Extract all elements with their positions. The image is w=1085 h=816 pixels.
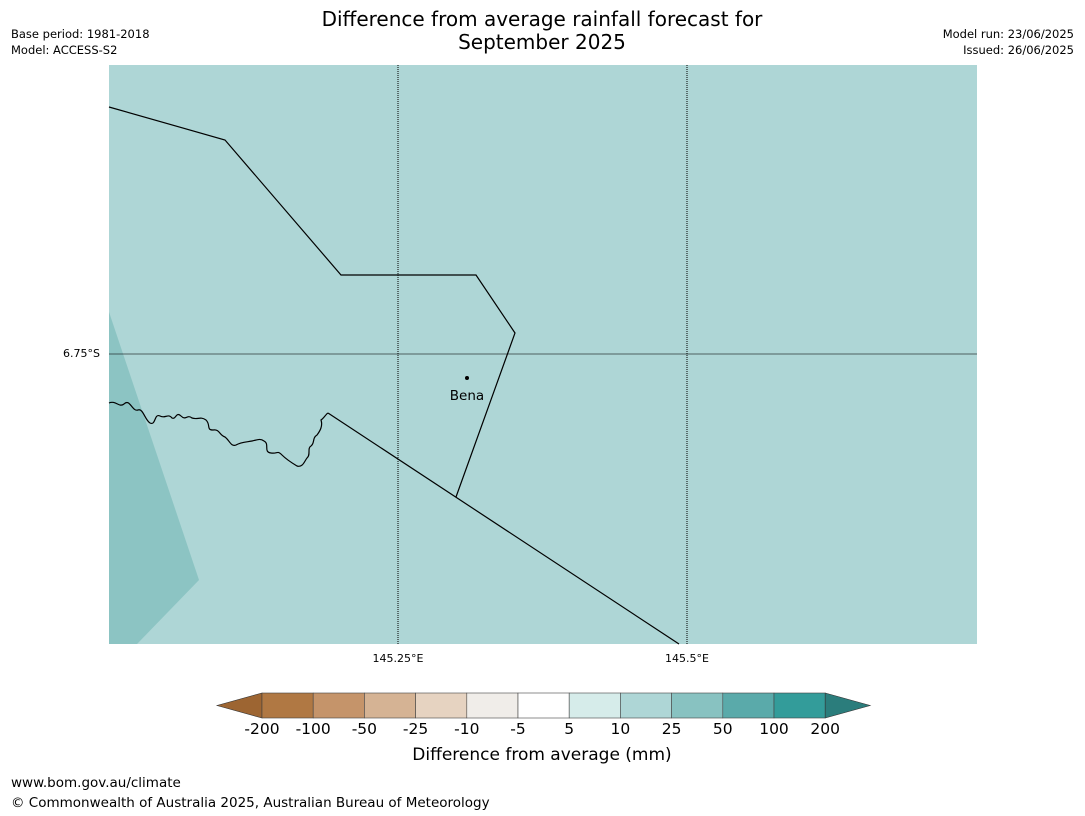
colorbar-tick-label: 25 [661, 720, 682, 738]
footer-url: www.bom.gov.au/climate [11, 775, 181, 791]
colorbar-tick-label: -50 [351, 720, 378, 738]
base-period-text: Base period: 1981-2018 [11, 27, 150, 41]
colorbar-tick-label: 50 [712, 720, 733, 738]
issued-text: Issued: 26/06/2025 [963, 43, 1074, 57]
admin-boundary-north [108, 106, 516, 498]
colorbar-tick-label: -100 [295, 720, 331, 738]
colorbar-cell [773, 692, 826, 719]
lat-tick-label: 6.75°S [63, 347, 100, 360]
colorbar-tick-label: 200 [810, 720, 840, 738]
place-label: Bena [449, 388, 485, 404]
lon-tick-label-1: 145.25°E [372, 652, 424, 665]
colorbar-cell [415, 692, 468, 719]
colorbar-label: Difference from average (mm) [412, 745, 672, 765]
colorbar-tick-label: -200 [244, 720, 280, 738]
colorbar-cell [364, 692, 416, 719]
model-run-text: Model run: 23/06/2025 [942, 27, 1074, 41]
colorbar-arrow-high [824, 692, 872, 719]
colorbar-arrow-low [215, 692, 263, 719]
model-text: Model: ACCESS-S2 [11, 43, 118, 57]
place-marker [465, 376, 469, 380]
coastline [108, 401, 329, 467]
lon-tick-label-2: 145.5°E [665, 652, 709, 665]
meta-left: Base period: 1981-2018 Model: ACCESS-S2 [11, 26, 150, 58]
colorbar-cell [620, 692, 672, 719]
colorbar-cell [671, 692, 724, 719]
rainfall-band-10-25 [109, 312, 199, 644]
colorbar-tick-label: -5 [510, 720, 526, 738]
admin-boundary-south [327, 412, 680, 645]
colorbar-tick-label: 10 [610, 720, 631, 738]
colorbar-tick-label: -25 [402, 720, 429, 738]
colorbar-cell [312, 692, 365, 719]
colorbar-cell [261, 692, 314, 719]
colorbar-cell [722, 692, 775, 719]
colorbar-cell [517, 692, 570, 719]
footer-copyright: © Commonwealth of Australia 2025, Austra… [11, 795, 490, 811]
colorbar-tick-label: -10 [454, 720, 480, 738]
colorbar-cell [568, 692, 621, 719]
page-title: Difference from average rainfall forecas… [242, 8, 842, 54]
colorbar-tick-label: 5 [564, 720, 575, 738]
meta-right: Model run: 23/06/2025 Issued: 26/06/2025 [943, 26, 1074, 58]
colorbar-tick-label: 100 [759, 720, 789, 738]
title-line-1: Difference from average rainfall forecas… [321, 7, 763, 31]
title-line-2: September 2025 [458, 30, 626, 54]
colorbar-cell [466, 692, 519, 719]
